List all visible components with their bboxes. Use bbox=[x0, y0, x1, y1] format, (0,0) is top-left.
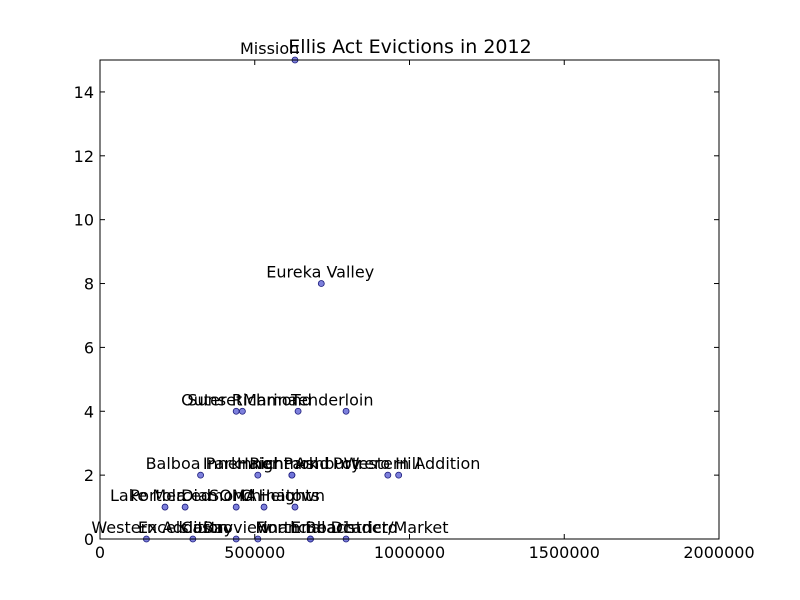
point-label: Inner Richmond bbox=[203, 454, 330, 473]
point-label: Lake Merced bbox=[110, 486, 211, 505]
x-tick-label: 0 bbox=[95, 543, 105, 562]
scatter-point bbox=[232, 503, 240, 511]
point-label: Western Addition bbox=[91, 518, 228, 537]
scatter-point bbox=[238, 407, 246, 415]
point-label: Mission bbox=[240, 39, 299, 58]
scatter-point bbox=[197, 471, 204, 479]
point-label: Bayview bbox=[203, 518, 270, 537]
scatter-point bbox=[395, 471, 403, 479]
scatter-point bbox=[260, 503, 268, 511]
y-tick-label: 8 bbox=[84, 275, 94, 294]
scatter-point bbox=[161, 503, 169, 511]
scatter-point bbox=[288, 471, 296, 479]
y-tick-label: 6 bbox=[84, 338, 94, 357]
point-label: Potrero Hill bbox=[333, 454, 421, 473]
point-label: Western Addition bbox=[344, 454, 481, 473]
x-tick-label: 500000 bbox=[224, 543, 285, 562]
x-tick-label: 1500000 bbox=[529, 543, 600, 562]
scatter-point bbox=[294, 407, 302, 415]
x-tick-label: 2000000 bbox=[683, 543, 754, 562]
x-tick-label: 1000000 bbox=[374, 543, 445, 562]
scatter-point bbox=[254, 471, 262, 479]
x-axis: 0 500000 1000000 1500000 2000000 bbox=[95, 60, 755, 562]
point-label: Tenderloin bbox=[290, 390, 373, 409]
point-labels-layer: Mission Eureka Valley Outer RichmondSunset… bbox=[91, 39, 480, 537]
y-tick-label: 14 bbox=[74, 83, 94, 102]
scatter-point bbox=[291, 503, 299, 511]
point-label: Diamond Heights bbox=[181, 486, 320, 505]
scatter-point bbox=[317, 280, 325, 287]
point-label: Balboa Park bbox=[146, 454, 241, 473]
point-label: Eureka Valley bbox=[266, 263, 374, 282]
chart-title: Ellis Act Evictions in 2012 bbox=[288, 36, 531, 58]
y-tick-label: 10 bbox=[74, 211, 94, 230]
y-axis: 0 2 4 6 8 10 12 14 bbox=[74, 83, 719, 549]
point-label: Portola bbox=[130, 486, 186, 505]
y-tick-label: 12 bbox=[74, 147, 94, 166]
point-label: Haight Ashbury bbox=[237, 454, 361, 473]
point-label: Excelsior bbox=[138, 518, 210, 537]
point-label: Castro bbox=[181, 518, 233, 537]
point-label: Financial District/Market bbox=[255, 518, 448, 537]
scatter-point bbox=[181, 503, 189, 511]
point-label: Embarcadero bbox=[291, 518, 398, 537]
y-tick-label: 0 bbox=[84, 530, 94, 549]
point-label: North Beach bbox=[255, 518, 354, 537]
point-label: Chinatown bbox=[240, 486, 325, 505]
point-label: Inner Park bbox=[237, 454, 319, 473]
point-label: SOMA bbox=[209, 486, 257, 505]
point-label: Marina bbox=[243, 390, 298, 409]
scatter-point bbox=[342, 407, 350, 415]
y-tick-label: 2 bbox=[84, 466, 94, 485]
scatter-point bbox=[384, 471, 392, 479]
y-tick-label: 4 bbox=[84, 402, 94, 421]
point-label: Outer Richmond bbox=[181, 390, 312, 409]
point-label: Sunset bbox=[187, 390, 242, 409]
